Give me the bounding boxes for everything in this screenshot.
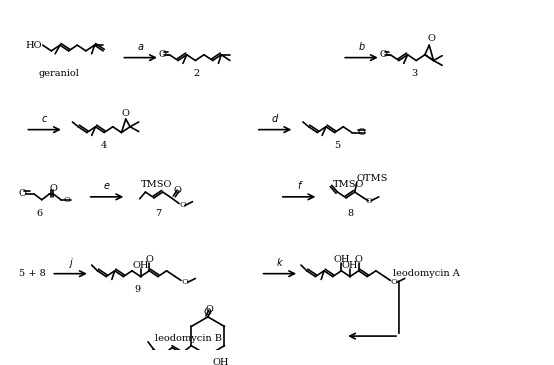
Text: 8: 8 — [347, 209, 353, 218]
Text: O: O — [181, 278, 188, 286]
Text: j: j — [69, 258, 72, 268]
Text: O: O — [206, 305, 214, 314]
Text: O: O — [379, 50, 388, 59]
Text: O: O — [391, 278, 398, 286]
Text: O: O — [357, 128, 366, 137]
Text: c: c — [42, 114, 47, 124]
Text: OH: OH — [213, 358, 229, 365]
Text: 5: 5 — [335, 142, 341, 150]
Text: O: O — [63, 196, 70, 204]
Text: 5 + 8: 5 + 8 — [19, 269, 45, 278]
Text: O: O — [49, 184, 57, 193]
Text: 9: 9 — [135, 285, 141, 295]
Text: e: e — [104, 181, 110, 191]
Text: O: O — [173, 186, 181, 195]
Text: O: O — [179, 201, 186, 210]
Text: TMSO: TMSO — [333, 180, 364, 189]
Text: d: d — [272, 114, 278, 124]
Text: O: O — [355, 255, 362, 264]
Text: b: b — [358, 42, 365, 52]
Text: k: k — [277, 258, 283, 268]
Text: 6: 6 — [37, 209, 43, 218]
Text: OH: OH — [132, 261, 149, 269]
Text: 7: 7 — [155, 209, 161, 218]
Text: leodomycin A: leodomycin A — [393, 269, 460, 278]
Text: HO: HO — [25, 41, 42, 50]
Text: O: O — [159, 50, 167, 59]
Text: TMSO: TMSO — [141, 180, 172, 189]
Text: leodomycin B: leodomycin B — [155, 334, 222, 342]
Text: O: O — [366, 197, 373, 205]
Text: OTMS: OTMS — [357, 174, 388, 183]
Text: O: O — [204, 308, 212, 316]
Text: geraniol: geraniol — [39, 69, 79, 78]
Text: O: O — [145, 255, 153, 264]
Text: a: a — [137, 42, 143, 52]
Text: 2: 2 — [193, 69, 199, 78]
Text: O: O — [427, 34, 435, 43]
Text: O: O — [19, 189, 27, 199]
Text: OH: OH — [333, 255, 350, 264]
Text: OH: OH — [342, 261, 358, 269]
Text: 3: 3 — [411, 69, 418, 78]
Text: 4: 4 — [101, 142, 107, 150]
Text: O: O — [122, 109, 130, 118]
Text: f: f — [297, 181, 301, 191]
